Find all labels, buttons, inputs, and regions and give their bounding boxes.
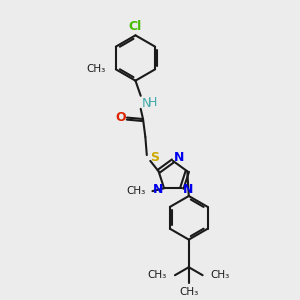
Text: CH₃: CH₃ [86, 64, 106, 74]
Text: N: N [142, 98, 152, 110]
Text: O: O [115, 111, 126, 124]
Text: CH₃: CH₃ [126, 186, 145, 196]
Text: CH₃: CH₃ [148, 270, 167, 280]
Text: N: N [183, 183, 194, 196]
Text: CH₃: CH₃ [179, 287, 198, 297]
Text: S: S [150, 152, 159, 164]
Text: N: N [152, 183, 163, 196]
Text: N: N [174, 152, 184, 164]
Text: H: H [148, 96, 158, 109]
Text: CH₃: CH₃ [211, 270, 230, 280]
Text: Cl: Cl [129, 20, 142, 32]
